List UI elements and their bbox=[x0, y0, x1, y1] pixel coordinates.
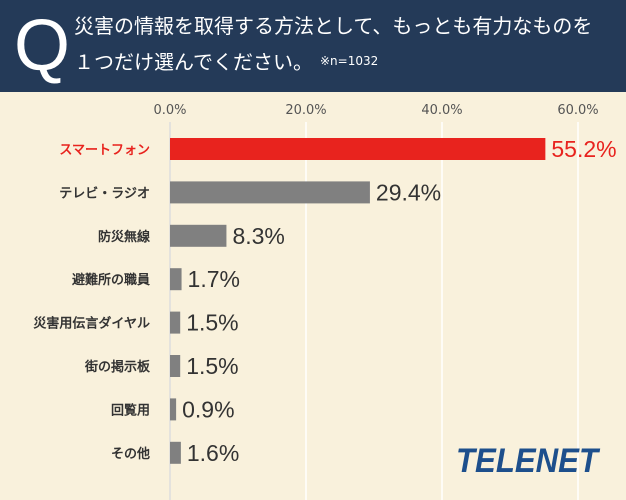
bar bbox=[170, 355, 181, 377]
bar bbox=[170, 224, 227, 247]
category-label: 防災無線 bbox=[98, 229, 151, 245]
data-label: 1.5% bbox=[186, 310, 238, 336]
category-label: スマートフォン bbox=[59, 143, 150, 158]
category-label: テレビ・ラジオ bbox=[59, 185, 150, 201]
bar bbox=[170, 398, 177, 421]
data-label: 1.6% bbox=[187, 440, 239, 466]
bar bbox=[170, 138, 546, 160]
question-text-line1: 災害の情報を取得する方法として、もっとも有力なものを bbox=[74, 14, 593, 38]
x-tick-label: 40.0% bbox=[421, 103, 462, 118]
bar bbox=[170, 441, 181, 464]
data-label: 29.4% bbox=[376, 179, 441, 205]
data-label: 1.7% bbox=[188, 266, 240, 292]
x-tick-label: 20.0% bbox=[285, 103, 326, 118]
question-text-line2: １つだけ選んでください。 bbox=[74, 50, 313, 74]
bar bbox=[170, 268, 182, 291]
data-label: 8.3% bbox=[232, 223, 284, 249]
x-tick-label: 0.0% bbox=[153, 103, 186, 118]
category-label: 避難所の職員 bbox=[72, 272, 150, 288]
question-header: Q 災害の情報を取得する方法として、もっとも有力なものを １つだけ選んでください… bbox=[0, 0, 626, 92]
category-label: 災害用伝言ダイヤル bbox=[33, 316, 150, 332]
x-tick-label: 60.0% bbox=[557, 103, 598, 118]
telenet-logo-text: TELENET bbox=[456, 442, 601, 480]
bar bbox=[170, 181, 370, 204]
category-label: 街の掲示板 bbox=[84, 359, 151, 375]
category-label: 回覧用 bbox=[111, 402, 150, 418]
category-label: その他 bbox=[111, 446, 150, 462]
data-label: 1.5% bbox=[186, 353, 238, 379]
telenet-logo: TELENET bbox=[456, 442, 601, 480]
bar bbox=[170, 311, 181, 334]
data-label: 0.9% bbox=[182, 396, 234, 422]
bar-chart: 0.0% 20.0% 40.0% 60.0% スマートフォン 55.2% テレビ・ラジオ 29… bbox=[33, 103, 617, 500]
question-mark: Q bbox=[14, 6, 71, 86]
data-label: 55.2% bbox=[551, 136, 616, 162]
sample-size-note: ※n=1032 bbox=[320, 54, 379, 68]
